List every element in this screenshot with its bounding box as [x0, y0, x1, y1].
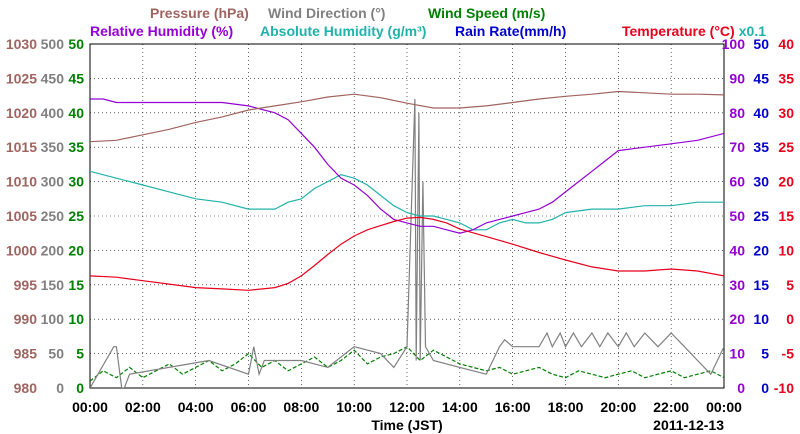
x-tick-label: 12:00 [389, 399, 425, 415]
series-line-temperature-c [90, 216, 724, 291]
tick-label-rain-rate: 45 [753, 70, 769, 86]
tick-label-wind-direction: 100 [41, 311, 65, 327]
tick-label-humidity: 20 [729, 311, 745, 327]
tick-label-temperature: 20 [778, 174, 794, 190]
series-line-absolute-humidity-g-m [90, 170, 724, 231]
tick-label-rain-rate: 40 [753, 105, 769, 121]
tick-label-wind-speed: 45 [68, 70, 84, 86]
legend-entry: Absolute Humidity (g/m³) [260, 23, 426, 39]
x-axis-label: Time (JST) [371, 417, 442, 433]
tick-label-rain-rate: 10 [753, 311, 769, 327]
tick-label-temperature: -10 [774, 380, 794, 396]
tick-label-wind-direction: 500 [41, 36, 65, 52]
tick-label-wind-direction: 250 [41, 208, 65, 224]
tick-label-pressure: 985 [14, 346, 38, 362]
tick-label-pressure: 1010 [6, 174, 37, 190]
tick-label-rain-rate: 20 [753, 242, 769, 258]
tick-label-humidity: 70 [729, 139, 745, 155]
tick-label-pressure: 980 [14, 380, 38, 396]
tick-label-wind-speed: 20 [68, 242, 84, 258]
tick-label-pressure: 995 [14, 277, 38, 293]
x-tick-label: 14:00 [442, 399, 478, 415]
series-group [90, 90, 724, 388]
tick-label-temperature: 25 [778, 139, 794, 155]
tick-label-wind-speed: 15 [68, 277, 84, 293]
tick-label-temperature: -5 [782, 346, 795, 362]
tick-label-wind-speed: 35 [68, 139, 84, 155]
tick-label-temperature: 5 [786, 277, 794, 293]
legend-entry: Pressure (hPa) [150, 5, 249, 21]
tick-label-wind-direction: 450 [41, 70, 65, 86]
x-tick-label: 16:00 [495, 399, 531, 415]
legend-entry: Wind Speed (m/s) [428, 5, 545, 21]
tick-label-rain-rate: 5 [761, 346, 769, 362]
tick-label-pressure: 1015 [6, 139, 37, 155]
tick-label-wind-speed: 50 [68, 36, 84, 52]
tick-label-wind-speed: 40 [68, 105, 84, 121]
tick-label-wind-direction: 400 [41, 105, 65, 121]
legend-entry: Rain Rate(mm/h) [455, 23, 566, 39]
x-tick-label: 00:00 [72, 399, 108, 415]
tick-label-wind-speed: 0 [76, 380, 84, 396]
tick-label-humidity: 90 [729, 70, 745, 86]
tick-label-wind-direction: 150 [41, 277, 65, 293]
tick-label-pressure: 990 [14, 311, 38, 327]
tick-label-pressure: 1000 [6, 242, 37, 258]
tick-label-temperature: 10 [778, 242, 794, 258]
tick-label-humidity: 10 [729, 346, 745, 362]
tick-label-pressure: 1025 [6, 70, 37, 86]
tick-label-temperature: 0 [786, 311, 794, 327]
tick-label-rain-rate: 25 [753, 208, 769, 224]
tick-label-humidity: 40 [729, 242, 745, 258]
tick-label-pressure: 1030 [6, 36, 37, 52]
x-tick-label: 18:00 [548, 399, 584, 415]
tick-label-rain-rate: 15 [753, 277, 769, 293]
series-line-wind-direction [90, 98, 724, 388]
x-tick-label: 04:00 [178, 399, 214, 415]
tick-label-wind-speed: 10 [68, 311, 84, 327]
legend-entry: Wind Direction (°) [268, 5, 385, 21]
tick-label-wind-direction: 300 [41, 174, 65, 190]
tick-label-pressure: 1020 [6, 105, 37, 121]
series-line-relative-humidity [90, 98, 724, 234]
x-tick-label: 02:00 [125, 399, 161, 415]
tick-label-wind-direction: 350 [41, 139, 65, 155]
tick-label-rain-rate: 0 [761, 380, 769, 396]
tick-label-temperature: 15 [778, 208, 794, 224]
tick-label-temperature: 40 [778, 36, 794, 52]
legend-entry: Relative Humidity (%) [90, 23, 233, 39]
tick-label-wind-direction: 200 [41, 242, 65, 258]
series-line-pressure-hpa [90, 90, 724, 143]
tick-label-humidity: 50 [729, 208, 745, 224]
tick-label-humidity: 30 [729, 277, 745, 293]
x-tick-label: 20:00 [600, 399, 636, 415]
tick-label-temperature: 30 [778, 105, 794, 121]
tick-label-temperature: 35 [778, 70, 794, 86]
x-tick-label: 10:00 [336, 399, 372, 415]
tick-label-humidity: 60 [729, 174, 745, 190]
legend-entry: Temperature (°C) [622, 23, 735, 39]
tick-label-rain-rate: 50 [753, 36, 769, 52]
x-tick-label: 00:00 [706, 399, 742, 415]
x-tick-label: 06:00 [231, 399, 267, 415]
tick-label-wind-speed: 25 [68, 208, 84, 224]
x-tick-label: 22:00 [653, 399, 689, 415]
tick-label-wind-direction: 50 [48, 346, 64, 362]
date-label: 2011-12-13 [653, 417, 724, 433]
tick-label-humidity: 80 [729, 105, 745, 121]
x-tick-label: 08:00 [283, 399, 319, 415]
tick-label-rain-rate: 35 [753, 139, 769, 155]
tick-label-wind-speed: 5 [76, 346, 84, 362]
tick-label-pressure: 1005 [6, 208, 37, 224]
axis-multiplier: x0.1 [739, 23, 766, 39]
tick-label-rain-rate: 30 [753, 174, 769, 190]
tick-label-humidity: 100 [722, 36, 746, 52]
tick-label-humidity: 0 [737, 380, 745, 396]
tick-label-wind-direction: 0 [56, 380, 64, 396]
tick-label-wind-speed: 30 [68, 174, 84, 190]
